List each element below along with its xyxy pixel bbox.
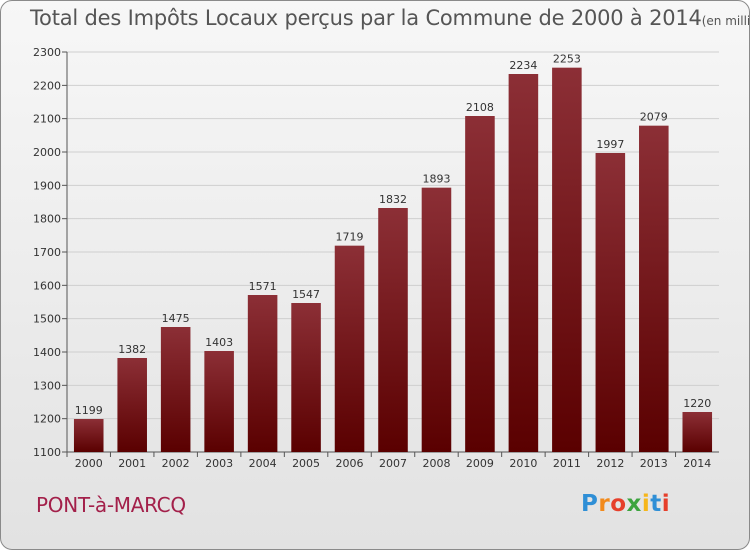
bars bbox=[73, 67, 713, 453]
x-tick-label-2010: 2010 bbox=[509, 457, 537, 470]
x-tick-label-2004: 2004 bbox=[249, 457, 277, 470]
data-label-2002: 1475 bbox=[162, 312, 190, 325]
bar-2014 bbox=[682, 412, 713, 452]
x-tick-label-2009: 2009 bbox=[466, 457, 494, 470]
x-tick-label-2012: 2012 bbox=[596, 457, 624, 470]
data-label-2014: 1220 bbox=[683, 397, 711, 410]
bar-2001 bbox=[117, 358, 147, 452]
logo-letter: i bbox=[661, 491, 671, 517]
chart-unit: (en milliers d'€) bbox=[701, 14, 750, 28]
bar-2010 bbox=[508, 74, 539, 452]
data-label-2003: 1403 bbox=[205, 336, 233, 349]
bar-2012 bbox=[595, 153, 626, 452]
y-tick-label: 1400 bbox=[33, 346, 61, 359]
x-tick-label-2007: 2007 bbox=[379, 457, 407, 470]
bar-2007 bbox=[378, 208, 408, 452]
y-tick-label: 1200 bbox=[33, 413, 61, 426]
bar-2009 bbox=[465, 116, 495, 452]
data-label-2004: 1571 bbox=[249, 280, 277, 293]
data-label-2012: 1997 bbox=[596, 138, 624, 151]
data-label-2009: 2108 bbox=[466, 101, 494, 114]
y-tick-label: 2300 bbox=[33, 46, 61, 59]
x-tick-label-2005: 2005 bbox=[292, 457, 320, 470]
logo-letter: o bbox=[610, 491, 627, 517]
data-label-2008: 1893 bbox=[422, 173, 450, 186]
labels: 1100 1200 1300 1400 1500 1600 1700 1800 1900 2000… bbox=[33, 46, 711, 470]
data-label-2006: 1719 bbox=[336, 231, 364, 244]
bar-2008 bbox=[421, 187, 452, 452]
proxiti-logo[interactable]: Proxiti bbox=[581, 491, 670, 517]
bar-2013 bbox=[639, 125, 669, 453]
x-tick-label-2008: 2008 bbox=[422, 457, 450, 470]
bar-2002 bbox=[160, 327, 191, 452]
bar-2005 bbox=[291, 303, 321, 452]
x-tick-label-2001: 2001 bbox=[118, 457, 146, 470]
y-tick-label: 1800 bbox=[33, 213, 61, 226]
chart-title-text: Total des Impôts Locaux perçus par la Co… bbox=[30, 6, 702, 30]
logo-letter: P bbox=[581, 491, 599, 517]
y-tick-label: 2000 bbox=[33, 146, 61, 159]
logo-letter: x bbox=[626, 491, 642, 517]
logo-letter: i bbox=[641, 491, 651, 517]
y-tick-label: 1100 bbox=[33, 446, 61, 459]
x-tick-label-2006: 2006 bbox=[336, 457, 364, 470]
data-label-2013: 2079 bbox=[640, 111, 668, 124]
y-tick-label: 1300 bbox=[33, 379, 61, 392]
data-label-2007: 1832 bbox=[379, 193, 407, 206]
y-tick-label: 1700 bbox=[33, 246, 61, 259]
y-tick-label: 2100 bbox=[33, 113, 61, 126]
x-tick-label-2014: 2014 bbox=[683, 457, 711, 470]
bar-2006 bbox=[334, 245, 365, 452]
y-tick-label: 2200 bbox=[33, 79, 61, 92]
logo-letter: r bbox=[598, 491, 611, 517]
data-label-2011: 2253 bbox=[553, 53, 581, 66]
bar-2011 bbox=[552, 67, 582, 453]
bar-2000 bbox=[73, 419, 104, 452]
data-label-2001: 1382 bbox=[118, 343, 146, 356]
x-tick-label-2002: 2002 bbox=[162, 457, 190, 470]
data-label-2005: 1547 bbox=[292, 288, 320, 301]
y-tick-label: 1900 bbox=[33, 179, 61, 192]
logo-letter: t bbox=[650, 491, 662, 517]
data-label-2000: 1199 bbox=[75, 404, 103, 417]
x-tick-label-2000: 2000 bbox=[75, 457, 103, 470]
data-label-2010: 2234 bbox=[509, 59, 537, 72]
x-tick-label-2013: 2013 bbox=[640, 457, 668, 470]
y-tick-label: 1600 bbox=[33, 279, 61, 292]
bar-2004 bbox=[247, 295, 278, 452]
bar-2003 bbox=[204, 351, 234, 452]
x-tick-label-2011: 2011 bbox=[553, 457, 581, 470]
x-tick-label-2003: 2003 bbox=[205, 457, 233, 470]
y-tick-label: 1500 bbox=[33, 313, 61, 326]
chart-title: Total des Impôts Locaux perçus par la Co… bbox=[30, 6, 750, 30]
commune-name: PONT-à-MARCQ bbox=[36, 493, 186, 517]
